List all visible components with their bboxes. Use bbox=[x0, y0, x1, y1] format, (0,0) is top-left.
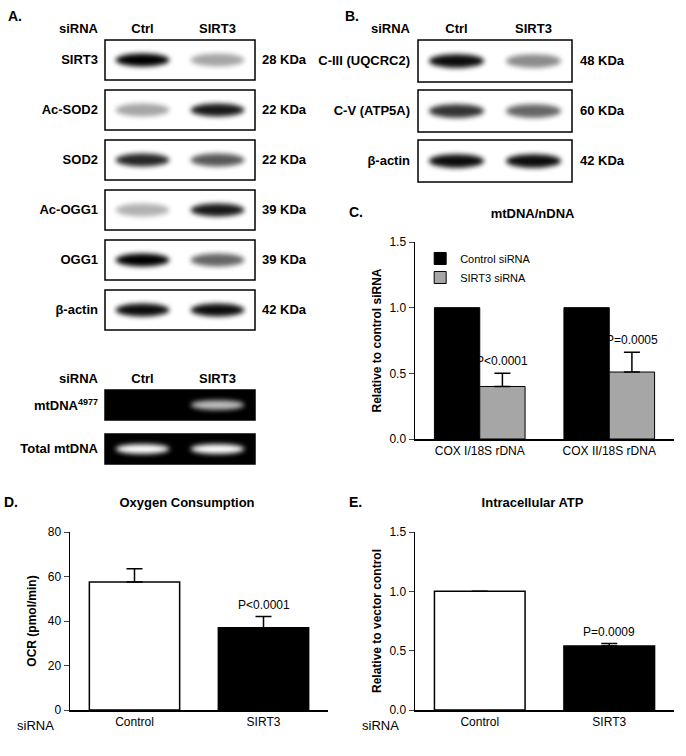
svg-text:siRNA: siRNA bbox=[362, 718, 399, 733]
html-text:siRNA: siRNA bbox=[59, 21, 98, 36]
svg-text:OCR (pmol/min): OCR (pmol/min) bbox=[25, 575, 39, 666]
html-text:siRNA: siRNA bbox=[371, 21, 410, 36]
html-text:42 KDa: 42 KDa bbox=[580, 153, 625, 168]
html-text:C-III (UQCRC2): C-III (UQCRC2) bbox=[318, 53, 410, 68]
html-text:D.: D. bbox=[4, 494, 18, 510]
svg-text:Control: Control bbox=[115, 715, 154, 729]
svg-text:P<0.0001: P<0.0001 bbox=[238, 598, 290, 612]
html-text:E.: E. bbox=[349, 494, 363, 510]
svg-text:1.5: 1.5 bbox=[389, 525, 406, 539]
svg-text:0.0: 0.0 bbox=[389, 432, 406, 446]
svg-text:P<0.0001: P<0.0001 bbox=[476, 354, 528, 368]
html-text:C.: C. bbox=[349, 204, 363, 220]
html-text:mtDNA4977: mtDNA4977 bbox=[33, 397, 98, 414]
html-text:siRNA: siRNA bbox=[59, 371, 98, 386]
svg-text:Oxygen Consumption: Oxygen Consumption bbox=[119, 495, 254, 510]
html-text:A.: A. bbox=[8, 8, 22, 24]
html-text:SIRT3: SIRT3 bbox=[61, 52, 98, 67]
html-text:22 KDa: 22 KDa bbox=[262, 102, 307, 117]
html-text:C-V (ATP5A): C-V (ATP5A) bbox=[333, 103, 410, 118]
svg-text:siRNA: siRNA bbox=[17, 718, 54, 733]
svg-text:0.5: 0.5 bbox=[389, 367, 406, 381]
html-text:B.: B. bbox=[345, 8, 359, 24]
svg-text:80: 80 bbox=[48, 525, 62, 539]
html-text:48 KDa: 48 KDa bbox=[580, 53, 625, 68]
svg-text:20: 20 bbox=[48, 659, 62, 673]
html-text:SOD2: SOD2 bbox=[62, 152, 98, 167]
html-text:Ctrl: Ctrl bbox=[131, 21, 154, 36]
html-text:β-actin: β-actin bbox=[55, 302, 98, 317]
html-text:39 KDa: 39 KDa bbox=[262, 202, 307, 217]
svg-text:Control siRNA: Control siRNA bbox=[460, 253, 530, 265]
svg-text:40: 40 bbox=[48, 614, 62, 628]
html-text:SIRT3: SIRT3 bbox=[199, 371, 236, 386]
svg-text:COX II/18S rDNA: COX II/18S rDNA bbox=[563, 444, 656, 458]
svg-text:0: 0 bbox=[54, 703, 61, 717]
svg-text:mtDNA/nDNA: mtDNA/nDNA bbox=[491, 206, 575, 221]
html-text:60 KDa: 60 KDa bbox=[580, 103, 625, 118]
svg-text:Intracellular ATP: Intracellular ATP bbox=[482, 495, 584, 510]
html-text:SIRT3: SIRT3 bbox=[515, 21, 552, 36]
html-text:Ctrl: Ctrl bbox=[131, 371, 154, 386]
svg-text:P=0.0005: P=0.0005 bbox=[606, 333, 658, 347]
svg-text:1.5: 1.5 bbox=[389, 235, 406, 249]
html-text:Ac-SOD2: Ac-SOD2 bbox=[41, 102, 98, 117]
html-text:Total mtDNA: Total mtDNA bbox=[20, 441, 98, 456]
svg-text:COX I/18S rDNA: COX I/18S rDNA bbox=[435, 444, 525, 458]
html-text:OGG1: OGG1 bbox=[60, 252, 98, 267]
svg-text:P=0.0009: P=0.0009 bbox=[583, 625, 635, 639]
svg-text:1.0: 1.0 bbox=[389, 585, 406, 599]
html-text:22 KDa: 22 KDa bbox=[262, 152, 307, 167]
svg-text:60: 60 bbox=[48, 570, 62, 584]
svg-text:SIRT3: SIRT3 bbox=[247, 715, 281, 729]
html-text:SIRT3: SIRT3 bbox=[199, 21, 236, 36]
svg-text:SIRT3: SIRT3 bbox=[592, 715, 626, 729]
svg-text:1.0: 1.0 bbox=[389, 301, 406, 315]
html-text:Ac-OGG1: Ac-OGG1 bbox=[39, 202, 98, 217]
svg-text:Relative to control siRNA: Relative to control siRNA bbox=[370, 268, 384, 412]
svg-text:0.0: 0.0 bbox=[389, 703, 406, 717]
html-text:28 KDa: 28 KDa bbox=[262, 52, 307, 67]
svg-text:Control: Control bbox=[460, 715, 499, 729]
svg-text:Relative to vector control: Relative to vector control bbox=[370, 549, 384, 693]
html-text:42 KDa: 42 KDa bbox=[262, 302, 307, 317]
html-text:β-actin: β-actin bbox=[367, 153, 410, 168]
html-text:Ctrl: Ctrl bbox=[445, 21, 468, 36]
html-text:39 KDa: 39 KDa bbox=[262, 252, 307, 267]
svg-text:SIRT3 siRNA: SIRT3 siRNA bbox=[460, 272, 526, 284]
svg-text:0.5: 0.5 bbox=[389, 644, 406, 658]
